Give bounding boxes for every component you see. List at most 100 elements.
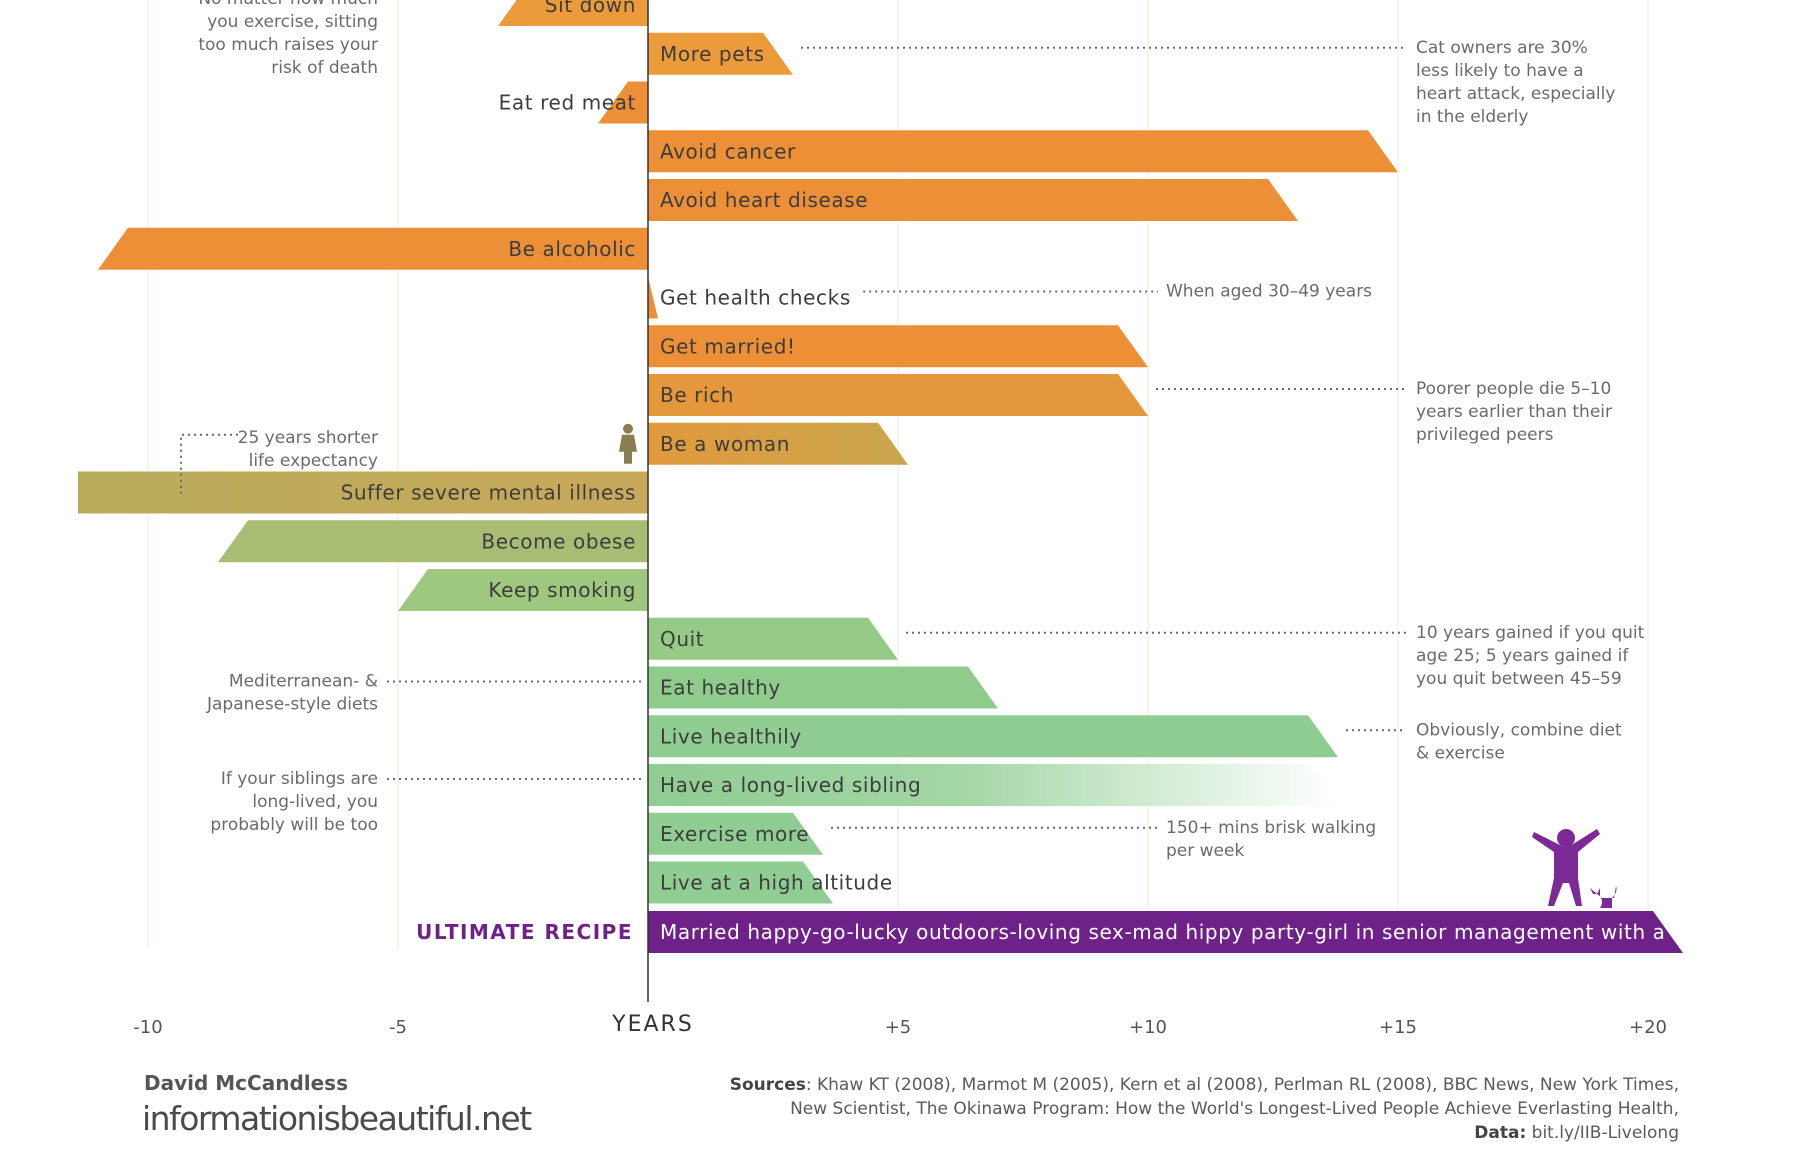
life-expectancy-chart: Sit down More pets Eat red meat Avoid cance… (78, 0, 1705, 1038)
annotation-line: & exercise (1416, 743, 1505, 763)
bar-ultimate-recipe (648, 911, 1683, 953)
annotation-have-a-long-lived-sibling: If your siblings are long-lived, you proba… (210, 769, 644, 835)
ultimate-recipe-label: ULTIMATE RECIPE (416, 920, 633, 944)
bar-label-keep-smoking: Keep smoking (488, 578, 636, 602)
bar-live-at-a-high-altitude (648, 861, 833, 904)
woman-silhouette-icon (619, 423, 637, 464)
annotation-exercise-more: 150+ mins brisk walking per week (831, 818, 1376, 861)
annotation-line: No matter how much (198, 0, 378, 9)
bar-avoid-heart-disease (648, 179, 1298, 221)
annotation-line: too much raises your (198, 35, 378, 55)
bar-label-live-healthily: Live healthily (660, 724, 802, 748)
x-axis-label: YEARS (611, 1012, 694, 1037)
girl-body (1532, 829, 1600, 906)
annotation-line: 150+ mins brisk walking (1166, 818, 1376, 838)
girl-head (1557, 829, 1575, 847)
annotation-be-rich: Poorer people die 5–10 years earlier than… (1156, 379, 1612, 445)
bar-label-quit: Quit (660, 627, 704, 651)
bar-be-rich (648, 374, 1148, 416)
tick-label-15: +15 (1379, 1017, 1417, 1038)
annotation-line: life expectancy (249, 451, 378, 471)
annotation-line: probably will be too (210, 815, 378, 835)
bar-label-live-at-a-high-altitude: Live at a high altitude (660, 871, 893, 895)
tick-label-10: +10 (1129, 1017, 1167, 1038)
cat-shape (1590, 886, 1617, 908)
annotation-live-healthily: Obviously, combine diet & exercise (1346, 720, 1622, 763)
bar-have-a-long-lived-sibling (648, 764, 1338, 806)
bar-avoid-cancer (648, 130, 1398, 173)
annotation-eat-healthy: Mediterranean- & Japanese-style diets (206, 672, 644, 715)
tick-label-10: -10 (133, 1017, 162, 1038)
bar-label-become-obese: Become obese (481, 529, 636, 553)
girl-with-cat-icon (1532, 829, 1617, 908)
annotation-line: long-lived, you (252, 792, 378, 812)
bar-be-alcoholic (98, 227, 648, 270)
annotation-line: per week (1166, 841, 1244, 861)
tick-label-5: +5 (885, 1017, 912, 1038)
bar-keep-smoking (398, 569, 648, 611)
bar-label-suffer-severe-mental-illness: Suffer severe mental illness (341, 481, 636, 505)
annotation-line: less likely to have a (1416, 61, 1584, 81)
bar-label-ultimate-recipe: Married happy-go-lucky outdoors-loving s… (660, 920, 1705, 944)
annotation-line: heart attack, especially (1416, 84, 1615, 104)
bar-live-healthily (648, 715, 1338, 758)
bar-label-sit-down: Sit down (545, 0, 636, 17)
data-label: Data: (1474, 1123, 1527, 1143)
bar-get-married (648, 325, 1148, 368)
bar-label-avoid-cancer: Avoid cancer (660, 139, 796, 163)
x-axis: -10 -5 +5 +10 +15 +20 YEARS (133, 0, 1667, 1038)
woman-body (619, 434, 637, 464)
annotation-more-pets: Cat owners are 30% less likely to have a h… (801, 38, 1615, 127)
bar-sit-down (498, 0, 648, 26)
bar-quit (648, 617, 898, 660)
bar-label-eat-red-meat: Eat red meat (499, 91, 636, 115)
annotation-line: Japanese-style diets (206, 695, 378, 715)
tick-label-20: +20 (1629, 1017, 1667, 1038)
bar-exercise-more (648, 812, 823, 855)
bar-label-be-rich: Be rich (660, 383, 734, 407)
bar-more-pets (648, 32, 793, 75)
bar-label-get-married: Get married! (660, 334, 796, 358)
annotation-sit-down: No matter how much you exercise, sitting t… (198, 0, 378, 78)
icons (619, 423, 1617, 908)
bar-label-exercise-more: Exercise more (660, 822, 809, 846)
annotation-line: When aged 30–49 years (1166, 282, 1372, 302)
bar-eat-red-meat (598, 81, 648, 124)
tick-label-5: -5 (389, 1017, 407, 1038)
bar-become-obese (218, 520, 648, 563)
woman-head (623, 423, 633, 434)
annotation-line: Cat owners are 30% (1416, 38, 1588, 58)
annotation-line: 25 years shorter (238, 428, 378, 448)
annotation-line: years earlier than their (1416, 402, 1612, 422)
annotations: No matter how much you exercise, sitting t… (180, 0, 1645, 861)
bar-eat-healthy (648, 666, 998, 709)
annotation-line: Obviously, combine diet (1416, 720, 1622, 740)
annotation-line: risk of death (271, 58, 378, 78)
bar-label-get-health-checks: Get health checks (660, 286, 851, 310)
leader-line (180, 433, 238, 494)
bar-label-eat-healthy: Eat healthy (660, 676, 781, 700)
data-link[interactable]: bit.ly/IIB-Livelong (1531, 1123, 1679, 1143)
bar-label-be-alcoholic: Be alcoholic (508, 237, 636, 261)
bar-label-more-pets: More pets (660, 42, 765, 66)
bar-label-have-a-long-lived-sibling: Have a long-lived sibling (660, 773, 921, 797)
annotation-be-a-woman: 25 years shorter life expectancy (180, 428, 378, 494)
sources-text-2: New Scientist, The Okinawa Program: How … (790, 1099, 1679, 1119)
annotation-line: Mediterranean- & (229, 672, 378, 692)
annotation-get-health-checks: When aged 30–49 years (863, 282, 1372, 302)
annotation-line: you quit between 45–59 (1416, 669, 1622, 689)
bar-label-be-a-woman: Be a woman (660, 432, 790, 456)
footer-site[interactable]: informationisbeautiful.net (142, 1099, 532, 1138)
bar-suffer-severe-mental-illness (78, 471, 648, 514)
sources-label: Sources (729, 1075, 806, 1095)
annotation-line: age 25; 5 years gained if (1416, 646, 1629, 666)
annotation-line: you exercise, sitting (207, 12, 378, 32)
bar-get-health-checks (648, 276, 658, 319)
annotation-line: privileged peers (1416, 425, 1554, 445)
annotation-line: Poorer people die 5–10 (1416, 379, 1611, 399)
annotation-line: 10 years gained if you quit (1416, 623, 1645, 643)
sources-text: : Khaw KT (2008), Marmot M (2005), Kern … (805, 1075, 1679, 1095)
bars: Sit down More pets Eat red meat Avoid cance… (78, 0, 1705, 953)
annotation-quit: 10 years gained if you quit age 25; 5 yea… (906, 623, 1645, 689)
bar-be-a-woman (648, 422, 908, 465)
